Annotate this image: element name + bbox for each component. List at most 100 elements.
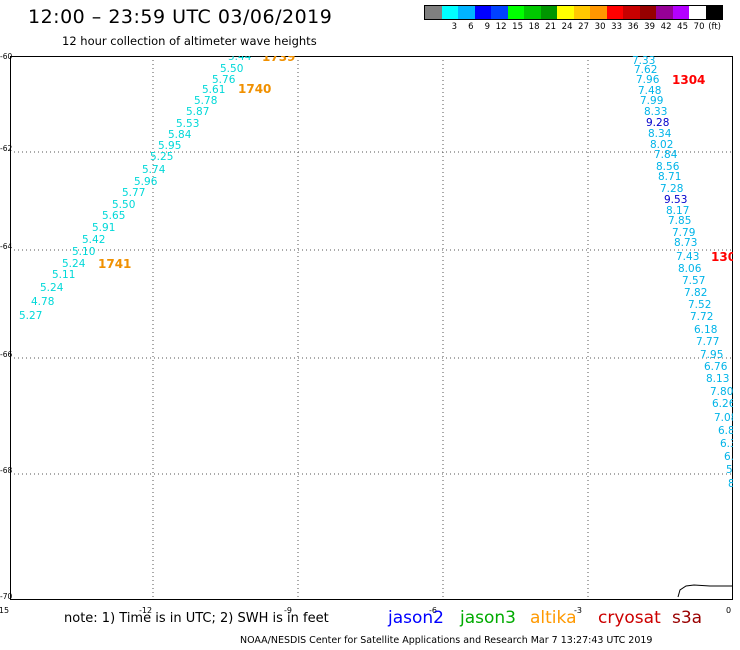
time-label: 1739 [262,56,295,64]
scale-swatch [623,6,640,19]
swh-value: 5.24 [62,258,86,270]
scale-label: 39 [644,22,655,32]
scale-swatch [573,6,590,19]
swh-value: 5.50 [220,63,243,75]
color-scale-labels: 3 6 9 12 15 18 21 24 27 30 33 36 39 42 45 70 (ft) [424,22,723,32]
color-scale-swatches [424,5,723,20]
scale-label: 33 [611,22,622,32]
swh-value: 8.06 [678,263,702,275]
scale-swatch [425,6,442,19]
scale-swatch [540,6,557,19]
swh-value: 6.76 [704,361,728,373]
swh-value: 7.85 [668,215,691,227]
swh-value: 5.77 [122,187,145,199]
swh-value: 7.96 [636,74,660,86]
scale-label: 36 [627,22,639,32]
credit-line: NOAA/NESDIS Center for Satellite Applica… [240,635,653,646]
swh-value: 5.44 [228,56,252,63]
swh-value: 5.10 [72,246,95,258]
swh-value: 5.42 [82,234,105,246]
time-label: 130 [711,250,733,264]
swh-value: 6. [724,451,733,463]
color-scale: 3 6 9 12 15 18 21 24 27 30 33 36 39 42 45 70 (ft) [424,5,723,32]
swh-value: 5.78 [194,95,217,107]
swh-value: 7.28 [660,183,683,195]
latitude-tick-label: -60 [0,52,13,61]
scale-label: 30 [594,22,606,32]
scale-swatch [491,6,508,19]
swh-value: 5.87 [186,106,209,118]
scale-label: 18 [528,22,540,32]
swh-value: 6.3 [720,438,733,450]
scale-label: 12 [495,22,507,32]
swh-value: 7.80 [710,386,733,398]
antarctica-coastline [677,584,732,598]
scale-label: 15 [512,22,523,32]
swh-value: 8.17 [666,205,689,217]
swh-value: 7.08 [714,412,733,424]
plot-frame [10,56,733,600]
scale-label: 24 [561,22,573,32]
swh-value: 7.33 [632,56,655,67]
satellite-jason2: jason2 [388,608,444,628]
scale-swatch [557,6,574,19]
scale-swatch [672,6,689,19]
swh-value: 5.76 [212,74,236,86]
swh-value: 7.84 [654,149,678,161]
swh-value: 5.74 [142,164,166,176]
swh-value: 5.53 [176,118,199,130]
longitude-tick-label: -3 [574,606,582,615]
swh-value: 8.71 [658,171,681,183]
swh-value: 4.78 [31,296,54,308]
swh-value: 8.73 [674,237,697,249]
longitude-tick-label: -15 [0,606,10,615]
map-plot: 5.445.505.765.615.785.875.535.845.955.25… [10,56,733,600]
swh-value: 9.28 [646,117,669,129]
scale-label [424,22,441,32]
longitude-tick-label: -9 [284,606,292,615]
latitude-tick-label: -64 [0,242,13,251]
scale-label: 45 [677,22,688,32]
scale-swatch [606,6,623,19]
scale-swatch [458,6,475,19]
scale-label: 70 [693,22,705,32]
satellite-cryosat: cryosat [598,608,661,628]
swh-value: 5.61 [202,84,225,96]
track-1: 5.445.505.765.615.785.875.535.845.955.25… [19,56,295,322]
latitude-tick-label: -70 [0,592,13,601]
scale-swatch [474,6,491,19]
swh-value: 7.48 [638,85,661,97]
scale-label: 9 [484,22,490,32]
longitude-tick-label: -12 [139,606,153,615]
swh-value: 6.26 [712,398,733,410]
swh-value: 5. [726,464,733,476]
swh-value: 7.77 [696,336,719,348]
scale-swatch [656,6,673,19]
swh-value: 8.02 [650,139,673,151]
swh-value: 6.8 [718,425,733,437]
longitude-tick-label: 0 [726,606,732,615]
swh-value: 8.34 [648,128,672,140]
scale-label: 27 [578,22,589,32]
swh-value: 5.65 [102,210,125,222]
swh-value: 7.43 [676,251,699,263]
scale-swatch [639,6,656,19]
swh-value: 5.50 [112,199,135,211]
swh-value: 5.95 [158,140,181,152]
swh-value: 7.95 [700,349,723,361]
time-label: 1741 [98,257,131,271]
latitude-tick-label: -68 [0,466,13,475]
swh-value: 7.62 [634,64,657,76]
latitude-tick-label: -66 [0,350,13,359]
swh-value: 5.25 [150,151,173,163]
scale-label: 21 [545,22,556,32]
scale-swatch [507,6,524,19]
scale-label: 3 [451,22,457,32]
time-label: 1740 [238,82,271,96]
scale-label: 42 [660,22,672,32]
swh-value: 5.24 [40,282,64,294]
scale-swatch [689,6,706,19]
scale-swatch [705,6,722,19]
satellite-altika: altika [530,608,577,628]
swh-value: 5.96 [134,176,158,188]
